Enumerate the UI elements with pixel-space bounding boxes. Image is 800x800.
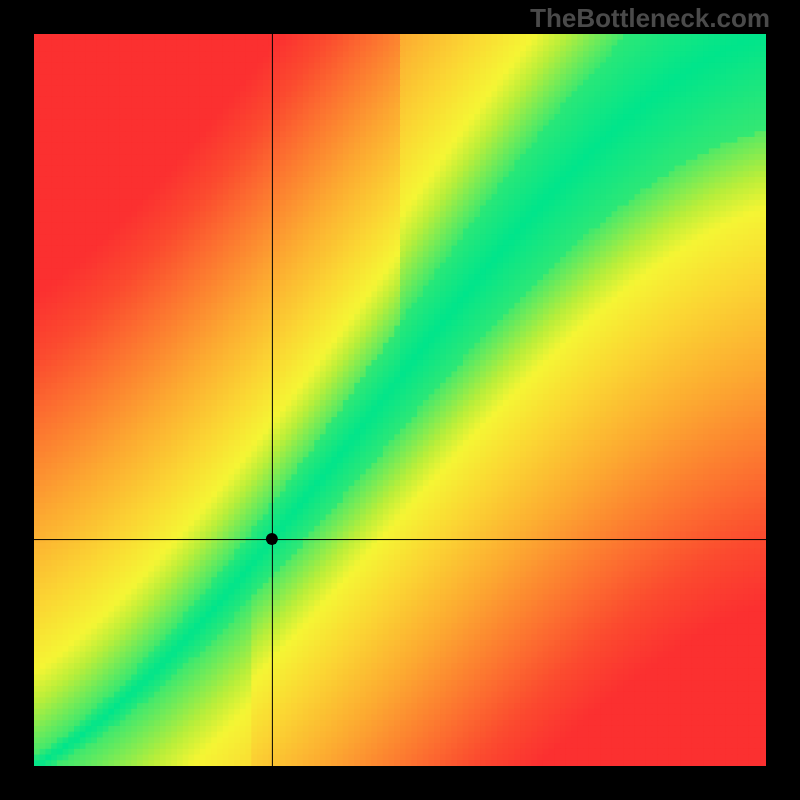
watermark-text: TheBottleneck.com	[530, 3, 770, 34]
bottleneck-heatmap	[34, 34, 766, 766]
chart-container: TheBottleneck.com	[0, 0, 800, 800]
